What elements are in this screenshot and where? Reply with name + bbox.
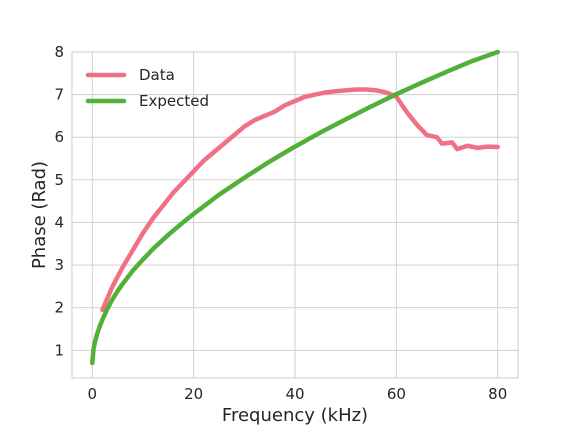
y-tick-label-6: 6 <box>54 128 64 146</box>
y-tick-label-4: 4 <box>54 213 64 231</box>
y-axis-label: Phase (Rad) <box>29 161 50 269</box>
x-tick-label-0: 0 <box>87 385 97 403</box>
y-tick-label-7: 7 <box>54 86 64 104</box>
x-tick-label-80: 80 <box>488 385 507 403</box>
series-line-expected <box>90 49 500 366</box>
y-tick-label-8: 8 <box>54 43 64 61</box>
y-tick-label-2: 2 <box>54 299 64 317</box>
x-tick-label-20: 20 <box>184 385 203 403</box>
tick-labels: 0 20 40 60 80 1 2 3 4 5 6 7 8 <box>54 43 507 403</box>
x-tick-label-60: 60 <box>387 385 406 403</box>
x-axis-label: Frequency (kHz) <box>222 405 368 426</box>
legend-label-expected: Expected <box>139 92 209 110</box>
y-tick-label-5: 5 <box>54 171 64 189</box>
plot-frame <box>71 51 519 379</box>
legend: Data Expected <box>85 66 209 110</box>
y-tick-label-3: 3 <box>54 256 64 274</box>
y-tick-label-1: 1 <box>54 341 64 359</box>
legend-label-data: Data <box>139 66 175 84</box>
series-group <box>90 49 500 366</box>
series-line-data <box>100 87 500 313</box>
x-tick-label-40: 40 <box>285 385 304 403</box>
